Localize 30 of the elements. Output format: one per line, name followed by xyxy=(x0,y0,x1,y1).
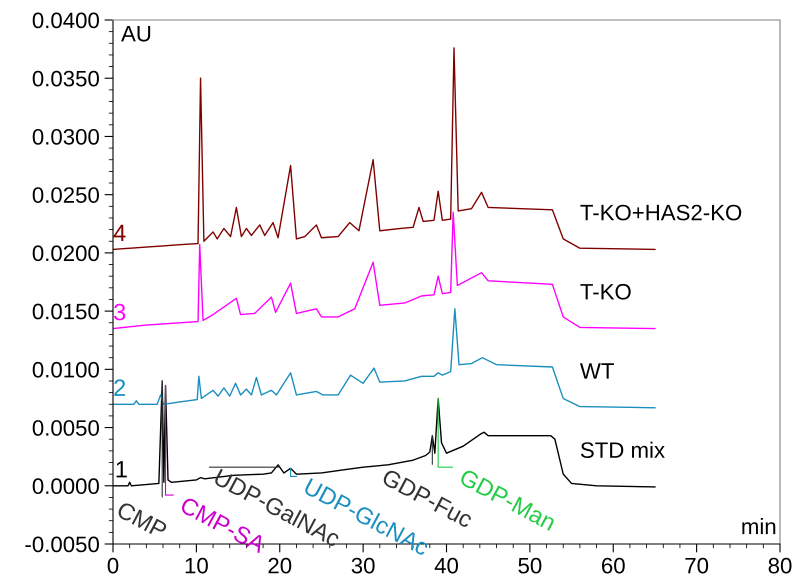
x-tick-label: 40 xyxy=(434,558,458,574)
series-label: T-KO xyxy=(580,284,631,300)
y-tick-label: 0.0300 xyxy=(32,128,99,145)
y-tick-label: 0.0200 xyxy=(32,245,99,262)
y-tick-label: -0.0050 xyxy=(25,536,99,552)
y-tick-label: 0.0150 xyxy=(32,304,99,320)
x-tick-label: 0 xyxy=(108,558,118,574)
annotation: 2 xyxy=(114,379,126,396)
x-tick-label: 60 xyxy=(602,558,625,574)
x-axis-title: min xyxy=(742,518,776,534)
annotation: 1 xyxy=(116,461,127,478)
x-tick-label: 20 xyxy=(268,558,292,574)
y-tick-label: 0.0250 xyxy=(32,187,99,203)
series-label: T-KO+HAS2-KO xyxy=(580,204,742,220)
x-tick-label: 70 xyxy=(685,558,708,574)
y-tick-label: 0.0400 xyxy=(32,12,99,28)
x-tick-label: 80 xyxy=(768,558,792,574)
x-tick-label: 50 xyxy=(518,558,542,574)
y-tick-label: 0.0350 xyxy=(32,70,99,86)
annotation: 4 xyxy=(114,224,126,242)
x-tick-label: 30 xyxy=(352,558,375,574)
annotation: CMP xyxy=(116,500,168,540)
x-tick-label: 10 xyxy=(186,558,208,574)
annotation: 3 xyxy=(114,304,126,320)
y-axis-title: AU xyxy=(121,26,150,42)
y-tick-label: 0.0050 xyxy=(32,420,99,436)
y-tick-label: 0.0000 xyxy=(32,478,99,494)
y-tick-label: 0.0100 xyxy=(32,362,99,378)
series-label: STD mix xyxy=(580,442,665,458)
series-label: WT xyxy=(580,363,614,379)
